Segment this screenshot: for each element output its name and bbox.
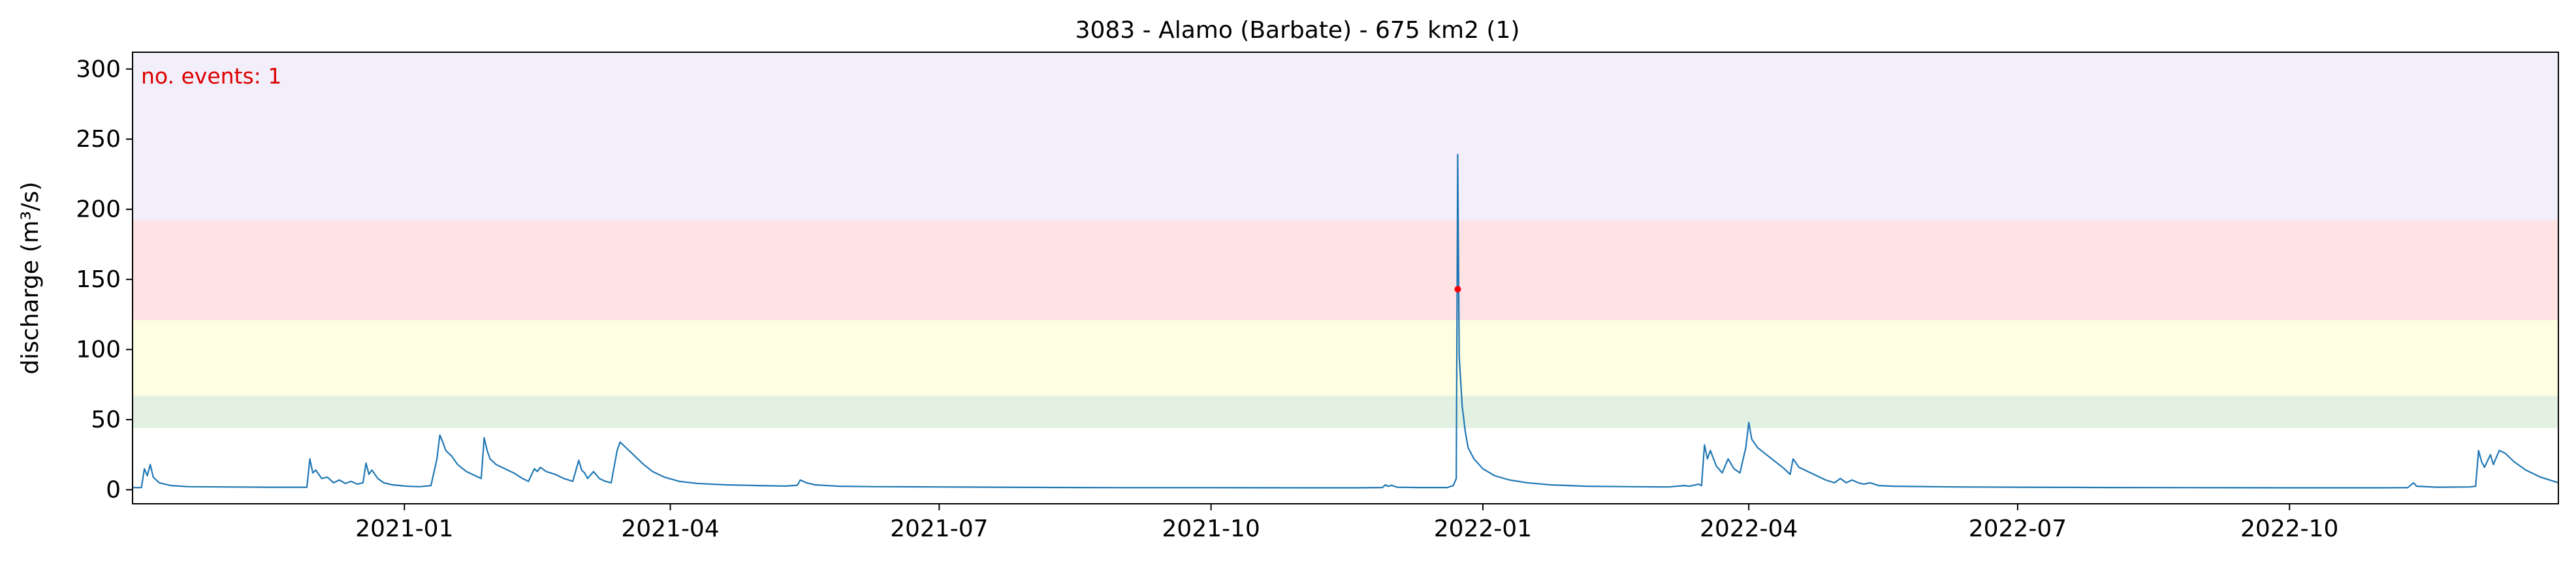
threshold-bands: [133, 52, 2558, 428]
x-tick-label: 2021-01: [355, 516, 453, 542]
x-tick-label: 2021-07: [890, 516, 988, 542]
threshold-band-2: [133, 320, 2558, 396]
x-tick-label: 2021-04: [621, 516, 719, 542]
event-markers: [1454, 286, 1461, 293]
threshold-band-1: [133, 395, 2558, 428]
x-tick-label: 2022-07: [1969, 516, 2067, 542]
axes: 0 50 100 150 200 250 300 2021-01 2021-04 2021-07 2…: [76, 52, 2559, 542]
y-tick-label: 50: [91, 407, 121, 433]
x-tick-label: 2021-10: [1162, 516, 1260, 542]
chart-title: 3083 - Alamo (Barbate) - 675 km2 (1): [1075, 17, 1520, 44]
x-tick-label: 2022-01: [1434, 516, 1532, 542]
y-tick-label: 200: [76, 196, 121, 223]
y-tick-label: 300: [76, 56, 121, 83]
y-tick-label: 250: [76, 126, 121, 153]
y-tick-label: 0: [106, 477, 121, 504]
events-count-annotation: no. events: 1: [141, 63, 281, 89]
threshold-band-3: [133, 220, 2558, 320]
x-tick-label: 2022-10: [2240, 516, 2338, 542]
y-axis-label: discharge (m³/s): [17, 181, 44, 374]
y-tick-label: 100: [76, 337, 121, 363]
discharge-series-line: [132, 153, 2559, 489]
y-tick-label: 150: [76, 266, 121, 293]
plot-frame: [132, 52, 2559, 504]
threshold-band-4: [133, 52, 2558, 221]
event-marker: [1454, 286, 1461, 293]
x-tick-label: 2022-04: [1700, 516, 1798, 542]
series-layer: [132, 153, 2559, 489]
